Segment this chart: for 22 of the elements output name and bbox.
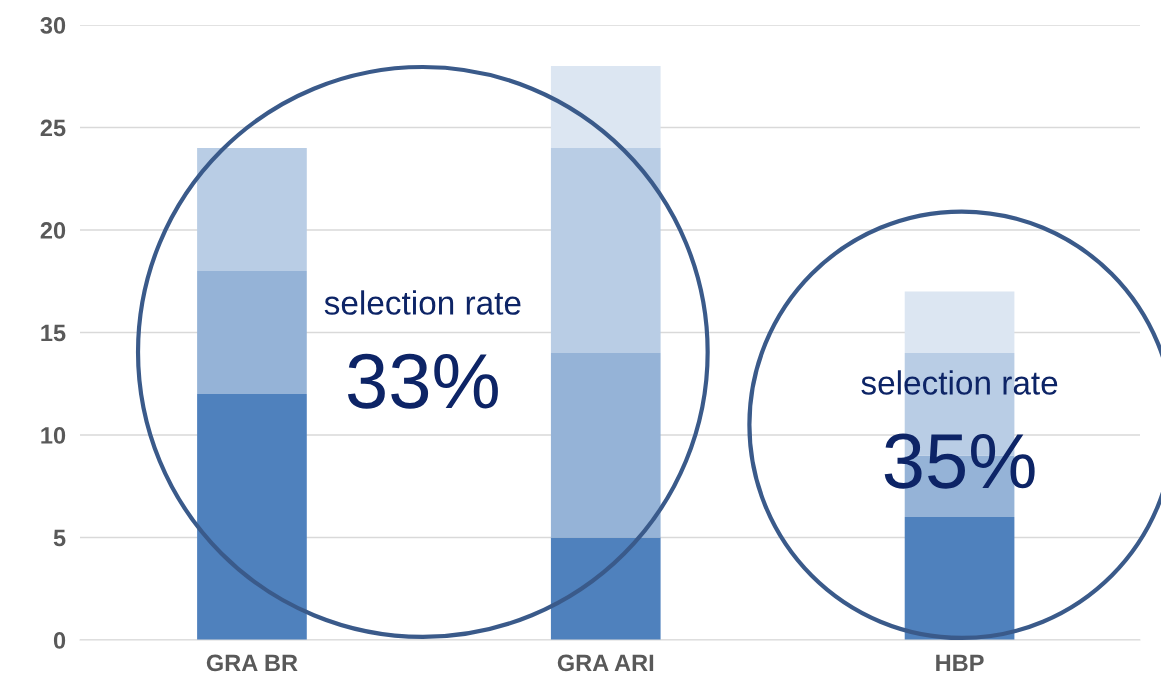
x-tick-label: GRA BR [206,654,298,672]
bar [550,353,661,538]
y-tick-label: 25 [40,119,66,137]
y-tick-label: 5 [53,529,66,547]
bar [904,291,1015,353]
y-tick-label: 15 [41,324,66,342]
bar [197,394,307,640]
bar [550,537,661,640]
y-tick-label: 20 [40,222,66,239]
annotation: selection rate [861,370,1058,395]
bar [904,517,1015,640]
y-tick-label: 0 [53,632,66,649]
annotation: selection rate [324,290,521,315]
bar [550,66,661,148]
x-tick-label: GRA ARI [557,654,654,672]
bar [550,148,661,353]
bar [197,148,307,271]
annotation: 33% [347,353,498,409]
y-tick-label: 10 [41,427,66,444]
y-tick-label: 30 [40,17,66,34]
x-tick-label: HBP [936,654,984,671]
bar [197,271,307,394]
